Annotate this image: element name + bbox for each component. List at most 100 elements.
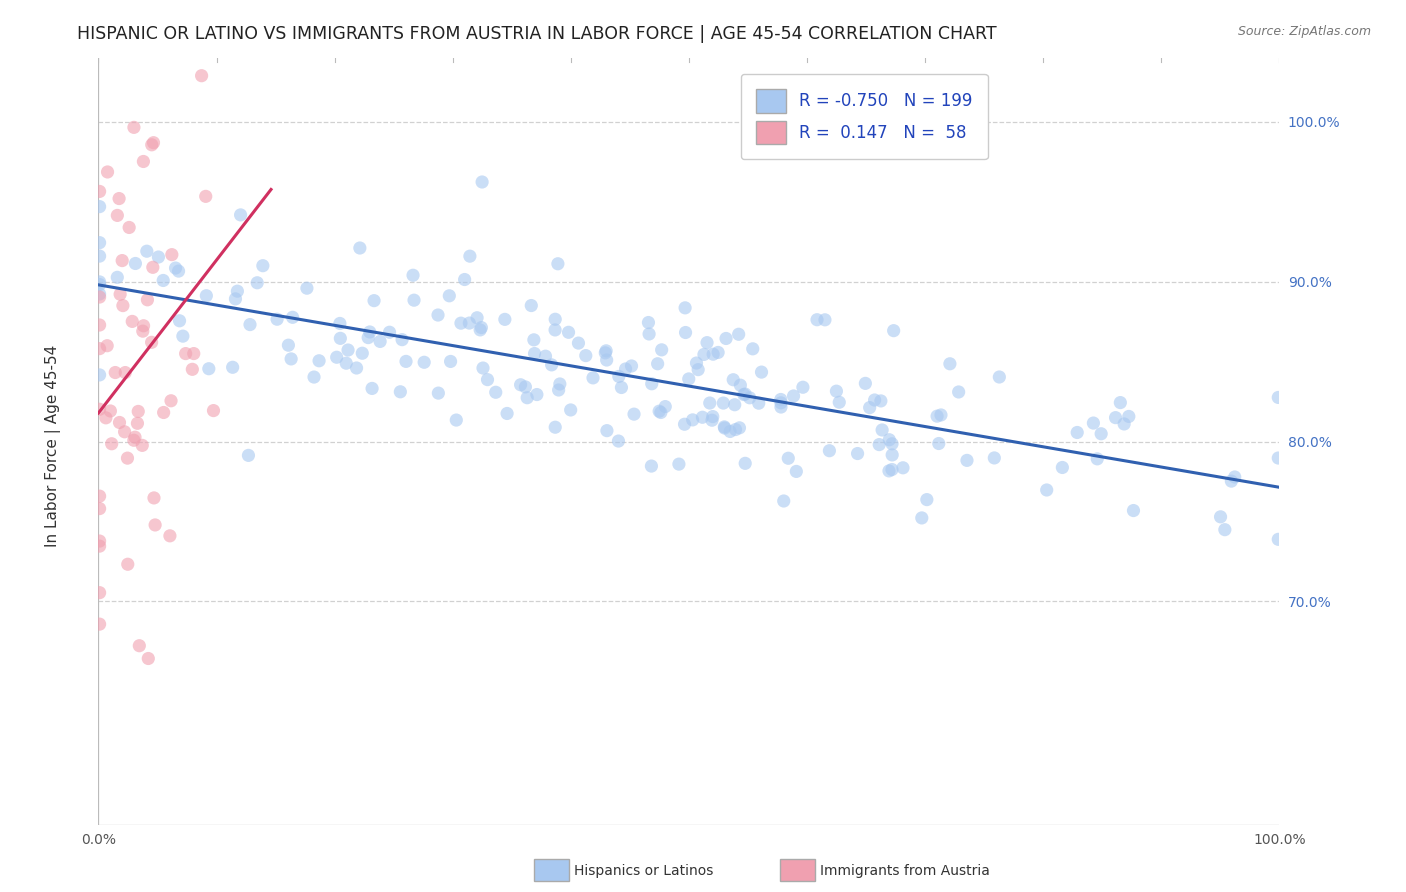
Point (769, 396, 792, 410)
Point (1209, 509, 1232, 524)
Point (567, 336, 589, 351)
Point (141, 335, 163, 350)
Point (582, 371, 605, 385)
Point (252, 259, 274, 273)
Point (769, 400, 792, 414)
Point (122, 120, 145, 135)
Point (700, 413, 723, 427)
Point (349, 241, 371, 255)
Point (172, 329, 194, 343)
Point (595, 346, 617, 360)
Point (544, 420, 567, 434)
Point (143, 491, 166, 505)
Point (707, 345, 730, 359)
Point (346, 361, 368, 376)
Point (853, 376, 876, 391)
Point (692, 410, 714, 425)
Point (124, 430, 146, 444)
Point (640, 458, 662, 473)
Point (108, 287, 131, 301)
Point (402, 268, 425, 283)
Point (548, 376, 571, 391)
Point (688, 362, 710, 376)
Point (825, 384, 848, 399)
Point (1267, 391, 1289, 405)
Point (181, 362, 204, 376)
Point (89, 539, 111, 553)
Point (682, 413, 704, 427)
Point (402, 293, 425, 308)
Point (523, 333, 546, 347)
Point (471, 175, 494, 189)
Point (509, 377, 531, 392)
Point (132, 318, 155, 333)
Point (238, 449, 260, 463)
Point (295, 281, 318, 295)
Point (1109, 395, 1132, 409)
Point (714, 331, 737, 345)
Text: Immigrants from Austria: Immigrants from Austria (820, 863, 990, 878)
Point (89, 489, 111, 503)
Point (496, 407, 519, 421)
Point (105, 270, 128, 285)
Point (281, 310, 304, 325)
Point (846, 446, 869, 460)
Point (174, 346, 197, 360)
Point (226, 284, 249, 298)
Point (769, 392, 792, 407)
Point (523, 346, 546, 360)
Point (596, 424, 619, 438)
Point (152, 405, 174, 419)
Point (143, 518, 166, 533)
Point (702, 409, 724, 424)
Point (160, 247, 183, 261)
Point (733, 387, 755, 401)
Point (828, 395, 851, 409)
Point (1083, 416, 1105, 430)
Point (678, 372, 700, 386)
Point (711, 396, 734, 410)
Point (280, 351, 302, 366)
Point (1118, 409, 1140, 424)
Point (114, 366, 136, 380)
Point (470, 320, 492, 334)
Point (135, 244, 157, 259)
Point (494, 312, 516, 326)
Point (246, 276, 269, 290)
Point (544, 323, 567, 337)
Point (89, 318, 111, 332)
Point (557, 326, 579, 340)
Point (439, 354, 461, 368)
Point (229, 208, 252, 222)
Point (515, 380, 537, 394)
Point (877, 464, 900, 478)
Point (882, 448, 904, 462)
Point (128, 639, 150, 653)
Point (239, 318, 262, 332)
Point (105, 208, 128, 222)
Point (778, 451, 800, 466)
Point (104, 366, 127, 380)
Point (202, 403, 225, 417)
Point (638, 326, 661, 341)
Point (595, 353, 617, 368)
Point (89, 368, 111, 382)
Point (1220, 474, 1243, 488)
Point (772, 494, 794, 508)
Point (329, 331, 352, 345)
Point (308, 353, 330, 368)
Point (395, 354, 418, 368)
Point (724, 398, 747, 412)
Point (458, 249, 481, 263)
Point (111, 253, 134, 268)
Point (446, 413, 468, 427)
Point (1035, 483, 1057, 497)
Point (89, 342, 111, 356)
Text: Source: ZipAtlas.com: Source: ZipAtlas.com (1237, 25, 1371, 38)
Point (186, 0, 208, 5)
Point (870, 423, 893, 437)
Point (136, 293, 159, 307)
Point (89, 534, 111, 549)
Point (359, 325, 381, 339)
Point (647, 357, 669, 371)
